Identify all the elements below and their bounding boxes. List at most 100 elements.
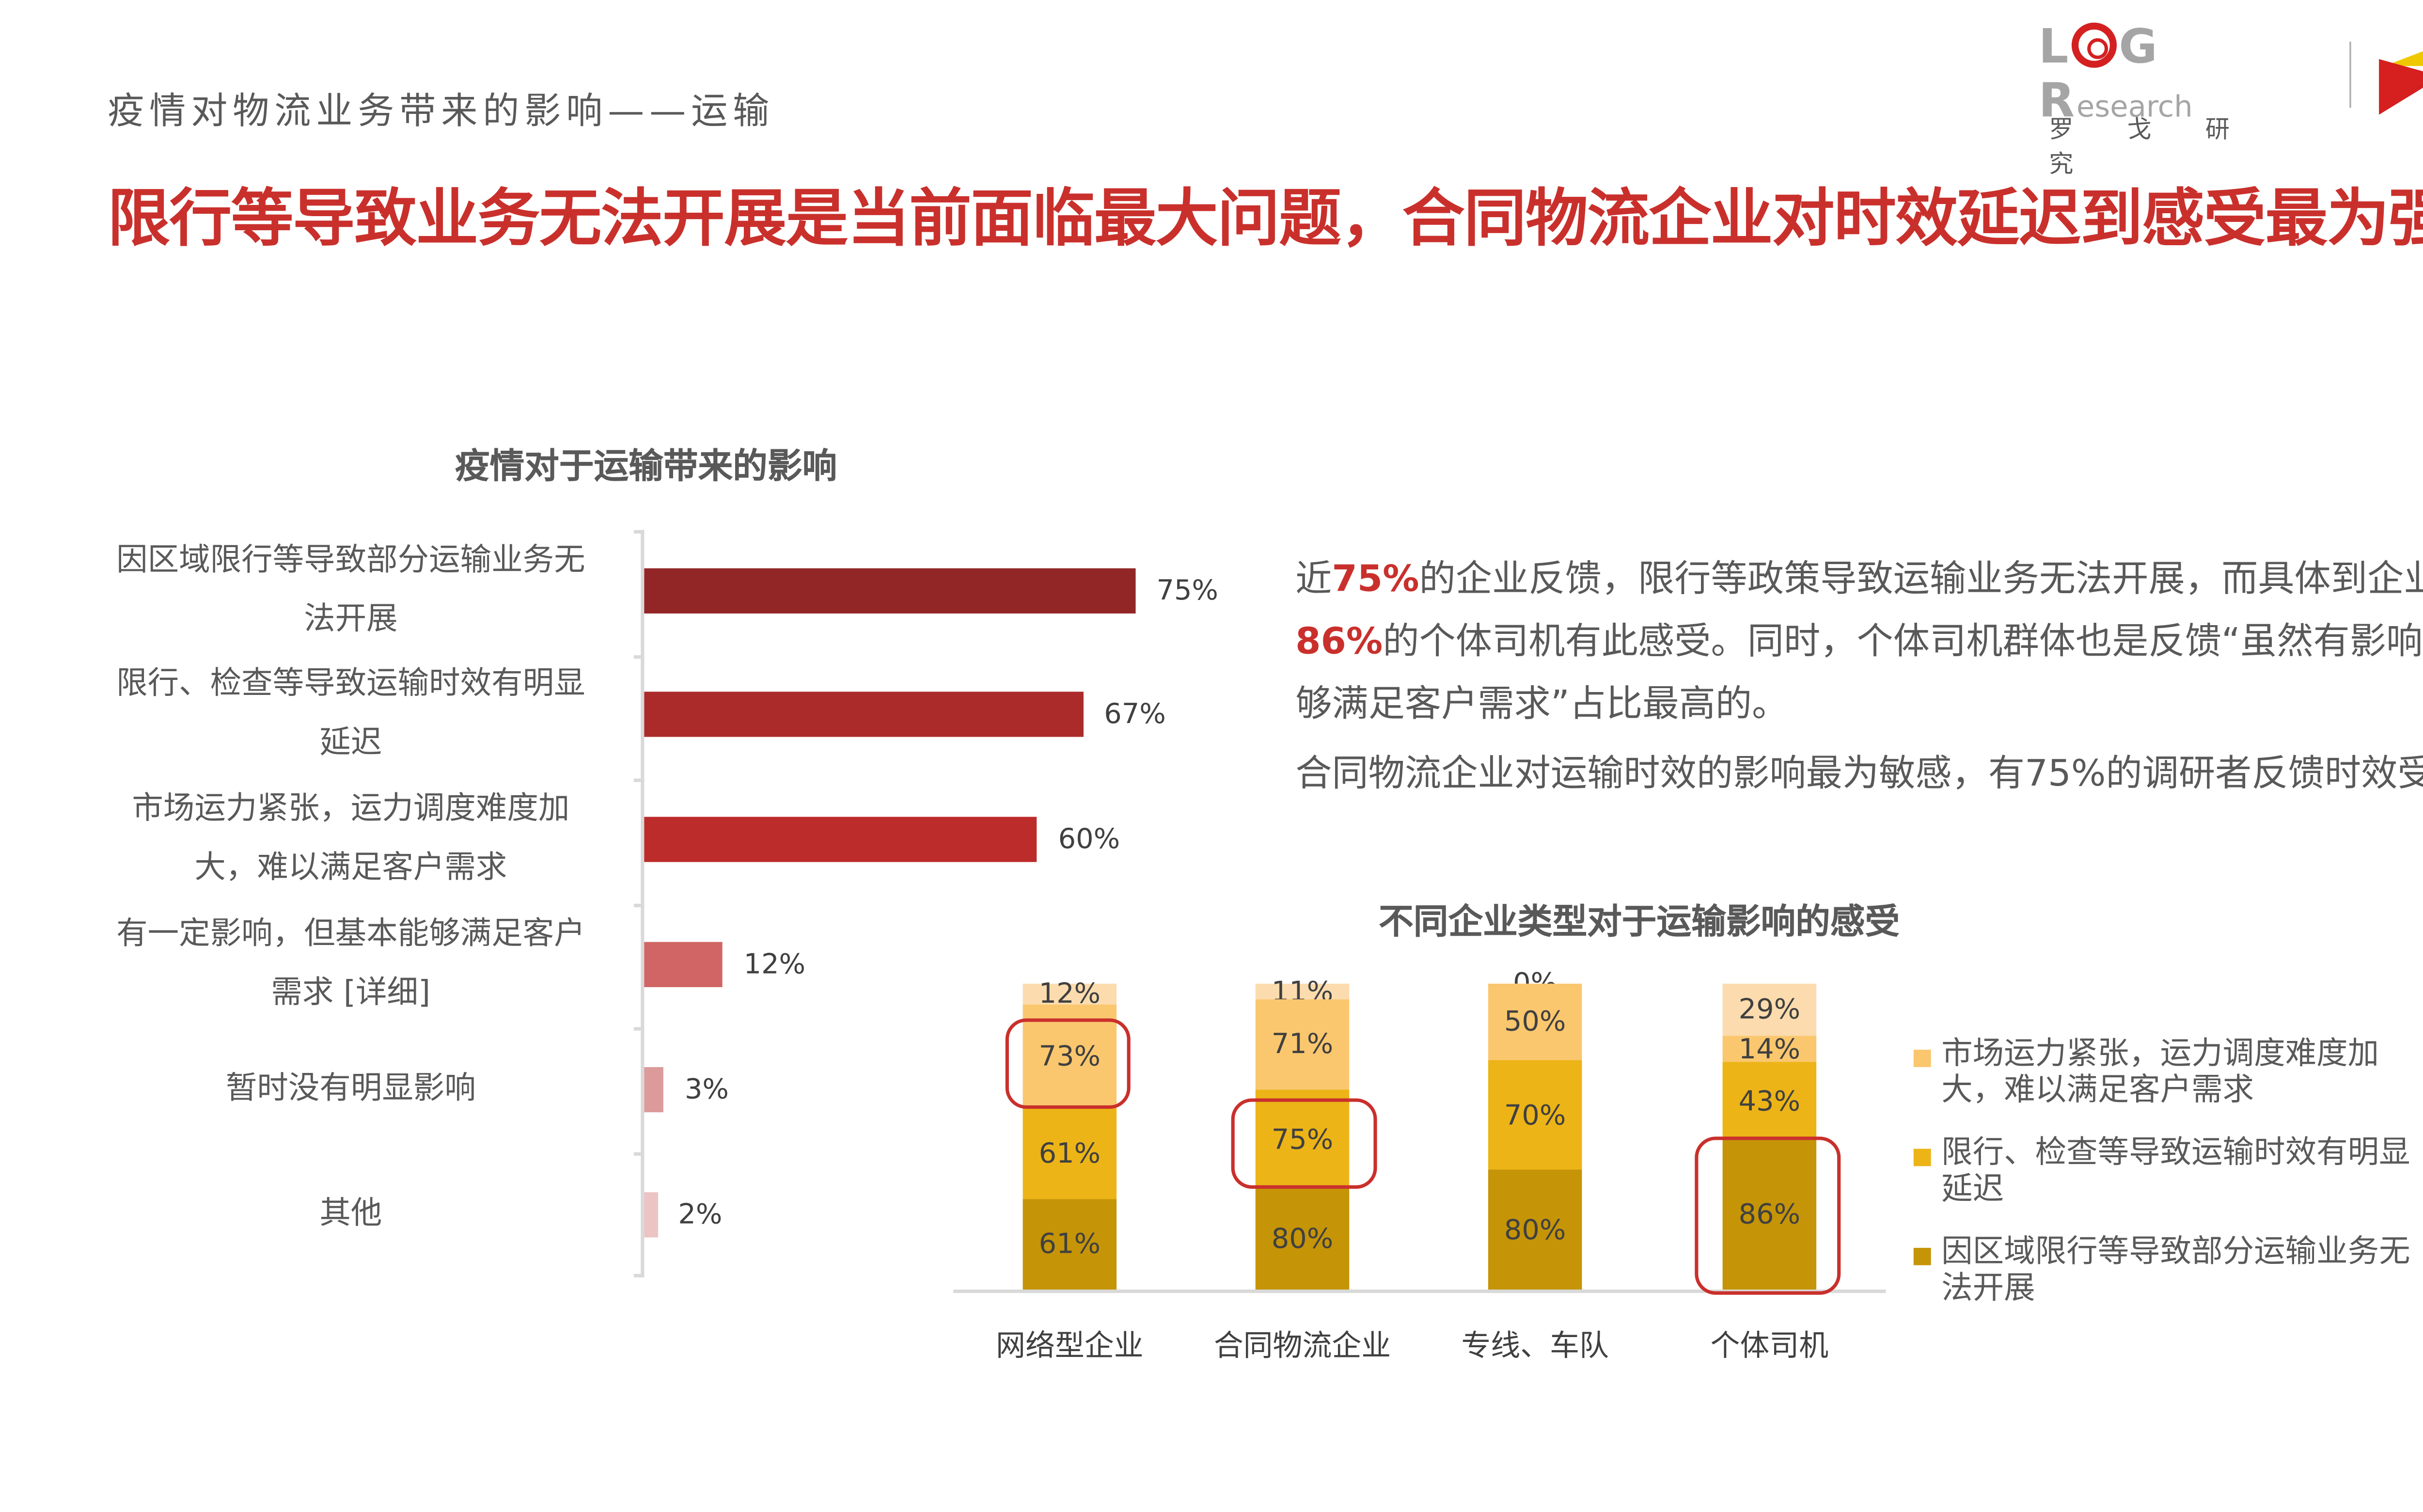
left-chart-category-label: 因区域限行等导致部分运输业务无 法开展 [90, 532, 611, 650]
xiangle-logo: 想乐送 联天下 想必达 [2376, 32, 2423, 126]
legend-item: 市场运力紧张，运力调度难度加大，难以满足客户需求 [1913, 1036, 2423, 1109]
segment-value-label: 43% [1738, 1083, 1801, 1117]
label-line: 市场运力紧张，运力调度难度加 [132, 790, 570, 828]
summary-paragraph-1: 近75%的企业反馈，限行等政策导致运输业务无法开展，而具体到企业类型， 86%的个… [1295, 548, 2423, 735]
label-line: 限行、检查等导致运输时效有明显 [116, 665, 585, 702]
axis-tick [633, 1027, 645, 1031]
target-ring-icon [2072, 22, 2117, 68]
stacked-column: 29% 14% 43% 86% [1722, 983, 1817, 1290]
legend-swatch-icon [1913, 1050, 1931, 1067]
legend-label: 限行、检查等导致运输时效有明显延迟 [1941, 1134, 2410, 1208]
label-line: 暂时没有明显影响 [225, 1071, 476, 1107]
left-chart-bar [644, 692, 1084, 737]
label-line: 有一定影响，但基本能够满足客户 [116, 915, 585, 953]
stacked-category-label: 专线、车队 [1461, 1329, 1609, 1365]
text-run: 的企业反馈，限行等政策导致运输业务无法开展，而具体到企业类型， [1419, 558, 2423, 600]
segment-value-label: 75% [1271, 1121, 1334, 1155]
axis-tick [633, 1152, 645, 1156]
stacked-segment [1488, 1169, 1582, 1290]
segment-value-label: 73% [1038, 1038, 1101, 1071]
section-subtitle: 疫情对物流业务带来的影响——运输 [108, 90, 775, 132]
left-chart-category-label: 有一定影响，但基本能够满足客户 需求 [详细] [90, 905, 611, 1024]
segment-value-label: 86% [1738, 1197, 1801, 1231]
label-line: 因区域限行等导致部分运输业务无 [116, 542, 585, 579]
stacked-segment [1255, 983, 1350, 1000]
logr-letter-g: G [2119, 21, 2159, 75]
stacked-segment [1488, 983, 1582, 1060]
left-chart-category-label: 市场运力紧张，运力调度难度加 大，难以满足客户需求 [90, 780, 611, 898]
highlight-box-75 [1231, 1098, 1377, 1189]
left-chart-value-label: 60% [1058, 822, 1120, 855]
page-headline: 限行等导致业务无法开展是当前面临最大问题，合同物流企业对时效延迟到感受最为强烈 [108, 184, 2423, 256]
segment-value-label: 12% [1038, 976, 1101, 1010]
legend-label: 因区域限行等导致部分运输业务无法开展 [1941, 1234, 2410, 1307]
left-chart-bar [644, 568, 1136, 614]
text-run: 近 [1295, 558, 1332, 600]
red-flag-icon [2379, 59, 2423, 115]
logr-letter-l: L [2038, 21, 2071, 75]
left-chart-bar [644, 817, 1038, 862]
axis-tick [633, 903, 645, 907]
left-chart-value-label: 12% [743, 947, 806, 980]
left-chart-value-label: 67% [1104, 697, 1166, 730]
left-chart-value-label: 2% [678, 1197, 723, 1231]
left-chart-category-label: 其他 [90, 1185, 611, 1244]
stacked-segment [1023, 1199, 1117, 1290]
stacked-segment [1722, 1036, 1817, 1062]
stacked-segment [1488, 1060, 1582, 1170]
axis-tick [633, 530, 645, 534]
label-line: 大，难以满足客户需求 [194, 850, 507, 886]
stacked-segment [1023, 1107, 1117, 1199]
stacked-chart-title: 不同企业类型对于运输影响的感受 [1379, 900, 1900, 942]
stacked-segment [1255, 1089, 1350, 1189]
stacked-segment [1255, 1188, 1350, 1290]
highlight-box-73 [1005, 1018, 1131, 1109]
segment-value-label: 80% [1504, 1212, 1566, 1245]
left-chart-axis [633, 530, 645, 1277]
left-chart-category-label: 暂时没有明显影响 [90, 1060, 611, 1119]
stacked-category-label: 个体司机 [1710, 1329, 1829, 1365]
legend-label: 市场运力紧张，运力调度难度加大，难以满足客户需求 [1941, 1036, 2379, 1109]
highlight-86: 86% [1295, 620, 1383, 662]
logr-letter-r: R [2038, 75, 2077, 129]
segment-value-label: 80% [1271, 1222, 1334, 1255]
logr-word-research: esearch [2076, 90, 2193, 126]
highlight-75: 75% [1332, 558, 1419, 600]
label-line: 需求 [详细] [271, 975, 431, 1012]
stacked-chart-legend: 市场运力紧张，运力调度难度加大，难以满足客户需求 限行、检查等导致运输时效有明显延… [1913, 1036, 2423, 1333]
logr-chinese-name: 罗戈研究 [2049, 116, 2284, 179]
segment-value-label: 61% [1038, 1135, 1101, 1169]
stacked-segment [1255, 999, 1350, 1090]
left-chart-bar [644, 1192, 658, 1238]
segment-value-label: 50% [1504, 1004, 1566, 1038]
stacked-segment [1722, 983, 1817, 1036]
logo-divider [2349, 42, 2351, 108]
legend-item: 因区域限行等导致部分运输业务无法开展 [1913, 1234, 2423, 1307]
stacked-column: 11% 71% 75% 80% [1255, 975, 1350, 1290]
axis-tick [633, 1274, 645, 1277]
legend-item: 限行、检查等导致运输时效有明显延迟 [1913, 1134, 2423, 1208]
left-chart-category-label: 限行、检查等导致运输时效有明显 延迟 [90, 655, 611, 773]
segment-value-label: 14% [1738, 1031, 1801, 1065]
stacked-segment [1722, 1140, 1817, 1290]
stacked-category-label: 网络型企业 [996, 1329, 1144, 1365]
segment-value-label: 61% [1038, 1227, 1101, 1260]
stacked-chart-baseline [953, 1289, 1886, 1293]
stacked-segment [1023, 983, 1117, 1005]
left-chart-value-label: 3% [684, 1072, 729, 1105]
axis-tick [633, 655, 645, 659]
text-run: 的个体司机有此感受。同时，个体司机群体也是反馈“虽然有影响，但基本能够满足客户需… [1295, 620, 2423, 725]
segment-value-label: 29% [1738, 992, 1801, 1025]
left-chart-bar [644, 942, 723, 987]
left-chart-title: 疫情对于运输带来的影响 [455, 445, 837, 487]
highlight-box-86 [1695, 1136, 1841, 1295]
summary-text: 近75%的企业反馈，限行等政策导致运输业务无法开展，而具体到企业类型， 86%的个… [1295, 548, 2423, 812]
stacked-category-label: 合同物流企业 [1213, 1329, 1391, 1365]
label-line: 其他 [319, 1196, 382, 1232]
segment-value-label: 71% [1271, 1027, 1334, 1060]
axis-tick [633, 778, 645, 782]
label-line: 法开展 [304, 601, 398, 638]
summary-paragraph-2: 合同物流企业对运输时效的影响最为敏感，有75%的调研者反馈时效受到影响。 [1295, 752, 2423, 794]
